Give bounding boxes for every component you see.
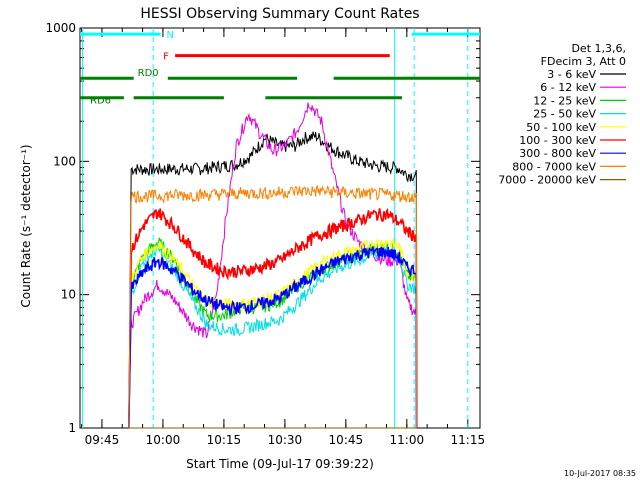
legend-entry-label: 6 - 12 keV	[540, 81, 596, 94]
y-tick-label: 1000	[45, 21, 76, 35]
x-tick-label: 11:15	[451, 433, 486, 447]
x-tick-label: 10:00	[146, 433, 181, 447]
flag-label: RD6	[90, 96, 111, 107]
chart-title: HESSI Observing Summary Count Rates	[140, 6, 419, 22]
series-line	[128, 246, 418, 429]
series-line	[128, 207, 418, 429]
x-tick-label: 10:45	[329, 433, 364, 447]
x-tick-label: 10:30	[268, 433, 303, 447]
x-tick-label: 11:00	[390, 433, 425, 447]
y-tick-label: 1	[68, 421, 76, 435]
y-tick-label: 10	[61, 288, 76, 302]
plot-frame	[79, 27, 481, 429]
legend-header: FDecim 3, Att 0	[541, 55, 626, 68]
legend-entry-label: 3 - 6 keV	[547, 68, 596, 81]
legend-entry-label: 800 - 7000 keV	[512, 160, 596, 173]
legend-entry-label: 300 - 800 keV	[519, 147, 596, 160]
y-axis-label: Count Rate (s⁻¹ detector⁻¹)	[19, 144, 33, 307]
x-axis-label: Start Time (09-Jul-17 09:39:22)	[186, 457, 374, 471]
series-line	[128, 184, 418, 429]
legend-entry-label: 25 - 50 keV	[533, 108, 596, 121]
footer-date: 10-Jul-2017 08:35	[564, 469, 636, 478]
x-tick-label: 09:45	[85, 433, 120, 447]
series-line	[128, 131, 418, 429]
legend-entry-label: 12 - 25 keV	[533, 94, 596, 107]
flag-label: N	[166, 30, 173, 41]
y-tick-label: 100	[53, 154, 76, 168]
legend-header: Det 1,3,6,	[571, 42, 626, 55]
x-tick-label: 10:15	[207, 433, 242, 447]
legend-entry-label: 50 - 100 keV	[526, 121, 596, 134]
flag-label: RD0	[138, 68, 159, 79]
legend-entry-label: 7000 - 20000 keV	[498, 174, 596, 187]
flag-label: F	[163, 52, 169, 63]
legend-entry-label: 100 - 300 keV	[519, 134, 596, 147]
